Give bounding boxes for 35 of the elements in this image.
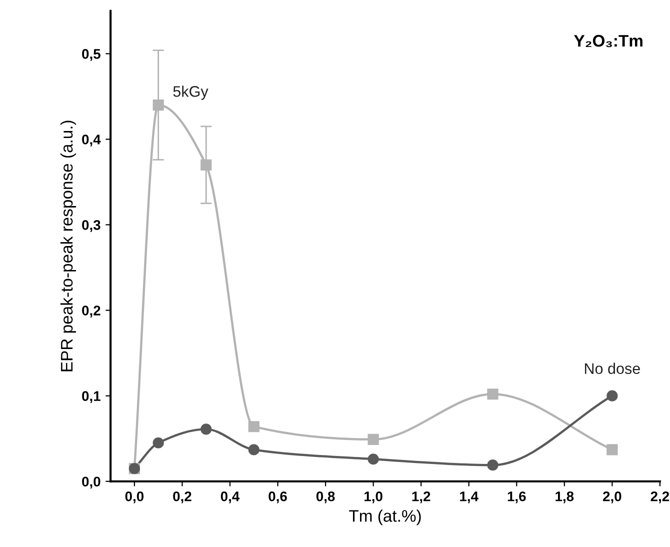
point [606, 390, 618, 402]
point [606, 444, 618, 456]
point [487, 460, 498, 471]
x-tick-label: 0,0 [125, 491, 144, 504]
x-tick-label: 0,6 [268, 491, 287, 504]
x-tick-label: 1,6 [508, 491, 526, 504]
point [152, 437, 164, 448]
point [248, 444, 260, 456]
x-axis-title: Tm (at.%) [349, 510, 421, 526]
point [200, 424, 212, 435]
x-tick-label: 1,0 [364, 491, 382, 504]
text: Y₂O₃:Tm [574, 34, 642, 48]
x-tick-label: 1,2 [412, 491, 430, 504]
point [152, 99, 164, 111]
series-label: No dose [584, 362, 640, 374]
y-axis-title: EPR peak-to-peak response (a.u.) [60, 120, 76, 372]
y-tick-label: 0,4 [82, 134, 101, 146]
y-tick-label: 0,1 [82, 391, 100, 404]
x-tick-label: 2,2 [650, 491, 670, 504]
x-tick-label: 1,8 [556, 491, 574, 504]
x-tick-label: 0,8 [316, 491, 335, 504]
y-tick-label: 0,2 [82, 306, 100, 318]
point [248, 421, 260, 432]
point [487, 388, 498, 400]
y-tick-label: 0,0 [82, 476, 100, 489]
point [368, 434, 379, 446]
y-tick-label: 0,3 [82, 220, 100, 232]
x-tick-label: 2,0 [603, 491, 622, 504]
series-label: 5kGy [173, 86, 208, 100]
x-tick-label: 0,2 [173, 491, 192, 504]
x-tick-label: 0,4 [220, 491, 240, 504]
point [368, 454, 379, 465]
x-tick-label: 1,4 [460, 492, 478, 504]
point [200, 159, 212, 170]
y-tick-label: 0,5 [82, 49, 100, 61]
